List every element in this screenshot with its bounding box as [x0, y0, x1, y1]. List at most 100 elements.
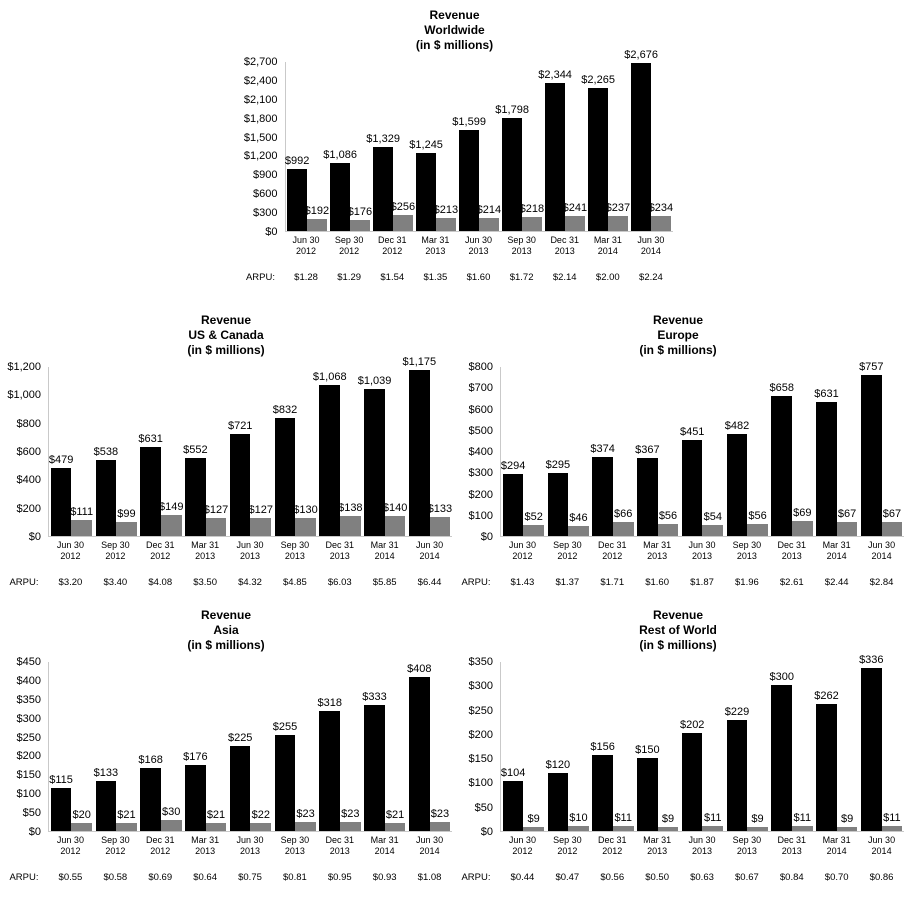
- bar-group: $658 $69: [770, 367, 815, 536]
- x-axis-label-line: Sep 30: [553, 835, 582, 845]
- x-axis-label: Dec 31 2013: [317, 540, 362, 562]
- secondary-bar: [747, 826, 768, 831]
- y-tick-label: $100: [468, 777, 493, 790]
- arpu-label: ARPU:: [9, 872, 39, 883]
- bar-value-label: $130: [293, 503, 318, 516]
- chart-title-line-2: Rest of World: [639, 623, 717, 637]
- x-axis-label-line: Mar 31: [191, 540, 220, 550]
- secondary-bar-column: $67: [881, 508, 903, 536]
- x-axis-label-line: 2014: [597, 246, 618, 256]
- y-tick-label: $800: [468, 361, 493, 373]
- chart-revenue-rest-of-world: Revenue Rest of World (in $ millions) $0…: [452, 608, 904, 883]
- chart-title-line-1: Revenue: [652, 313, 704, 327]
- arpu-value: $0.64: [193, 872, 217, 883]
- secondary-bar: [160, 514, 182, 536]
- bar-value-label: $111: [70, 506, 94, 519]
- bar-group: $992 $192: [285, 62, 329, 231]
- x-axis-label-line: 2013: [425, 246, 446, 256]
- chart-body: $0 $50 $100 $150 $200 $250 $300 $350 $104 $9 $120 $…: [452, 654, 904, 838]
- arpu-values: $0.55 $0.58 $0.69 $0.64 $0.75 $0.81 $0.95 $0.93…: [48, 872, 452, 883]
- secondary-bar-column: $11: [702, 811, 724, 831]
- bar-group: $2,344 $241: [538, 62, 588, 231]
- revenue-bar: [185, 457, 206, 536]
- secondary-bar-column: $67: [836, 508, 858, 536]
- secondary-bar: [608, 216, 628, 231]
- y-axis: $0 $50 $100 $150 $200 $250 $300 $350 $400 $450: [0, 656, 48, 838]
- bar-group: $1,329 $256: [366, 62, 416, 231]
- bar-value-label: $256: [390, 200, 416, 213]
- bar-group: $479 $111: [49, 367, 94, 536]
- x-axis-label-line: Mar 31: [370, 540, 399, 550]
- x-axis-label: Dec 31 2012: [590, 540, 635, 562]
- y-tick-label: $600: [253, 188, 278, 201]
- y-tick-label: $400: [16, 674, 41, 687]
- revenue-bar: [816, 401, 837, 536]
- bar-value-label: $241: [562, 201, 588, 214]
- x-axis-label: Jun 30 2013: [680, 540, 725, 562]
- secondary-bar-column: $218: [520, 203, 544, 231]
- secondary-bar: [881, 825, 903, 831]
- revenue-bar-column: $631: [138, 433, 163, 536]
- secondary-bar-column: $133: [428, 503, 452, 536]
- secondary-bar: [657, 524, 679, 536]
- arpu-value: $0.56: [600, 872, 625, 883]
- x-axis-label: Jun 30 2014: [629, 235, 672, 257]
- secondary-bar: [612, 825, 634, 831]
- revenue-bar-column: $2,676: [624, 49, 658, 231]
- plot-area: $104 $9 $120 $10 $156 $11 $150 $9 $202 $11 $229 $9 $…: [500, 654, 904, 832]
- revenue-bar: [364, 388, 385, 536]
- secondary-bar-column: $176: [348, 206, 372, 231]
- secondary-bar-column: $130: [293, 503, 318, 536]
- x-axis-label-line: Sep 30: [507, 235, 536, 245]
- chart-title-line-3: (in $ millions): [639, 638, 717, 652]
- secondary-bar: [881, 521, 903, 536]
- y-tick-label: $400: [16, 474, 41, 487]
- revenue-bar: [816, 703, 837, 831]
- x-axis-label: Dec 31 2012: [138, 835, 183, 857]
- x-axis-label-line: 2013: [781, 551, 802, 561]
- bar-value-label: $333: [362, 691, 387, 704]
- x-axis-label: Dec 31 2012: [138, 540, 183, 562]
- arpu-value: $0.55: [58, 872, 83, 883]
- secondary-bar: [657, 826, 679, 831]
- bar-value-label: $479: [48, 454, 74, 467]
- x-axis-label: Sep 30 2013: [724, 540, 769, 562]
- x-axis-label-line: Dec 31: [777, 835, 807, 845]
- bar-value-label: $22: [251, 808, 270, 821]
- secondary-bar-column: $140: [383, 502, 407, 536]
- secondary-bar-column: $234: [648, 202, 674, 231]
- bar-value-label: $538: [93, 445, 119, 458]
- arpu-row: ARPU: $1.28 $1.29 $1.54 $1.35 $1.60 $1.72 $2.14…: [237, 272, 673, 283]
- secondary-bar: [250, 518, 272, 536]
- bar-value-label: $149: [158, 500, 184, 513]
- arpu-value: $0.70: [824, 872, 849, 883]
- revenue-bar: [726, 719, 748, 831]
- bar-group: $156 $11: [590, 662, 636, 831]
- arpu-value: $4.08: [148, 577, 173, 588]
- x-axis-label-line: 2013: [554, 246, 575, 256]
- bar-group: $408 $23: [407, 662, 452, 831]
- x-axis-label: Sep 30 2012: [93, 540, 138, 562]
- chart-content: $0 $200 $400 $600 $800 $1,000 $1,200 $479 $111 $5…: [0, 356, 452, 588]
- x-axis-label: Jun 30 2013: [680, 835, 725, 857]
- bar-group: $336 $11: [859, 654, 904, 831]
- revenue-bar: [95, 459, 117, 536]
- bar-value-label: $11: [704, 811, 722, 824]
- arpu-value: $0.84: [779, 872, 804, 883]
- chart-title-line-1: Revenue: [200, 313, 252, 327]
- y-tick-label: $450: [16, 656, 41, 668]
- y-tick-label: $200: [16, 750, 41, 763]
- revenue-bar-column: $333: [362, 691, 387, 831]
- bar-value-label: $21: [206, 809, 226, 822]
- bar-value-label: $234: [648, 202, 674, 215]
- revenue-bar: [274, 734, 296, 831]
- secondary-bar: [568, 826, 589, 831]
- bar-value-label: $202: [679, 718, 705, 731]
- revenue-bar-column: $832: [273, 404, 297, 536]
- revenue-bar-column: $202: [679, 718, 705, 831]
- secondary-bar-column: $23: [295, 808, 316, 831]
- x-axis-label-line: Mar 31: [643, 835, 672, 845]
- chart-body: $0 $100 $200 $300 $400 $500 $600 $700 $800 $294 $5…: [452, 361, 904, 543]
- x-axis-label: Mar 31 2014: [586, 235, 629, 257]
- x-axis-label-line: 2012: [105, 846, 126, 856]
